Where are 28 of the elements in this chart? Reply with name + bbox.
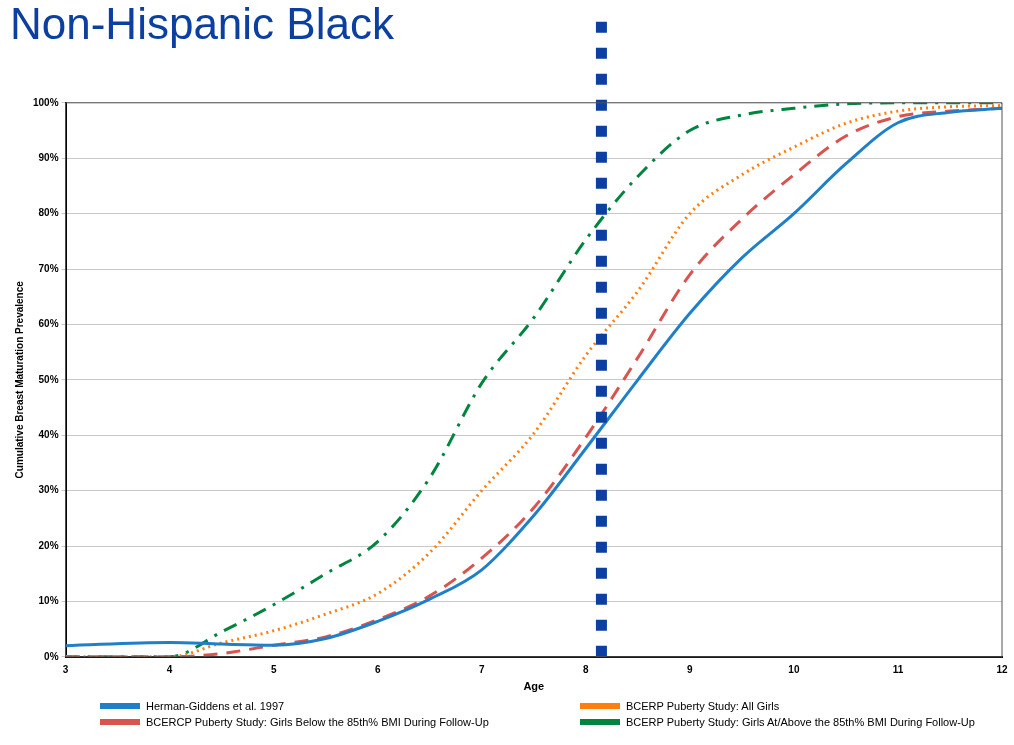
y-tick-label: 50% xyxy=(38,373,59,385)
y-tick-label: 0% xyxy=(44,650,59,662)
y-tick-label: 60% xyxy=(38,318,59,330)
legend-label: BCERP Puberty Study: All Girls xyxy=(626,700,780,712)
y-tick-label: 30% xyxy=(38,484,59,496)
y-tick-label: 10% xyxy=(38,595,59,607)
y-tick-label: 80% xyxy=(38,207,59,219)
y-tick-label: 90% xyxy=(38,151,59,163)
legend-label: BCERP Puberty Study: Girls At/Above the 85th% BMI During Follow-Up xyxy=(626,716,975,728)
y-tick-label: 40% xyxy=(38,428,59,440)
y-axis-title: Cumulative Breast Maturation Prevalence xyxy=(13,280,25,479)
legend-label: Herman-Giddens et al. 1997 xyxy=(146,700,285,712)
chart-title: Non-Hispanic Black xyxy=(10,0,395,48)
x-tick-label: 4 xyxy=(166,663,173,675)
x-tick-label: 10 xyxy=(788,663,800,675)
x-tick-label: 8 xyxy=(583,663,590,675)
y-tick-label: 100% xyxy=(33,96,59,108)
legend-label: BCERCP Puberty Study: Girls Below the 85th% BMI During Follow-Up xyxy=(146,716,489,728)
x-tick-label: 12 xyxy=(996,663,1008,675)
x-tick-label: 3 xyxy=(62,663,69,675)
x-axis-title: Age xyxy=(523,680,545,693)
y-tick-label: 70% xyxy=(38,262,59,274)
x-tick-label: 5 xyxy=(270,663,277,675)
y-tick-label: 20% xyxy=(38,539,59,551)
x-tick-label: 6 xyxy=(374,663,381,675)
x-tick-label: 9 xyxy=(687,663,694,675)
x-tick-label: 11 xyxy=(892,663,904,675)
x-tick-label: 7 xyxy=(478,663,485,675)
